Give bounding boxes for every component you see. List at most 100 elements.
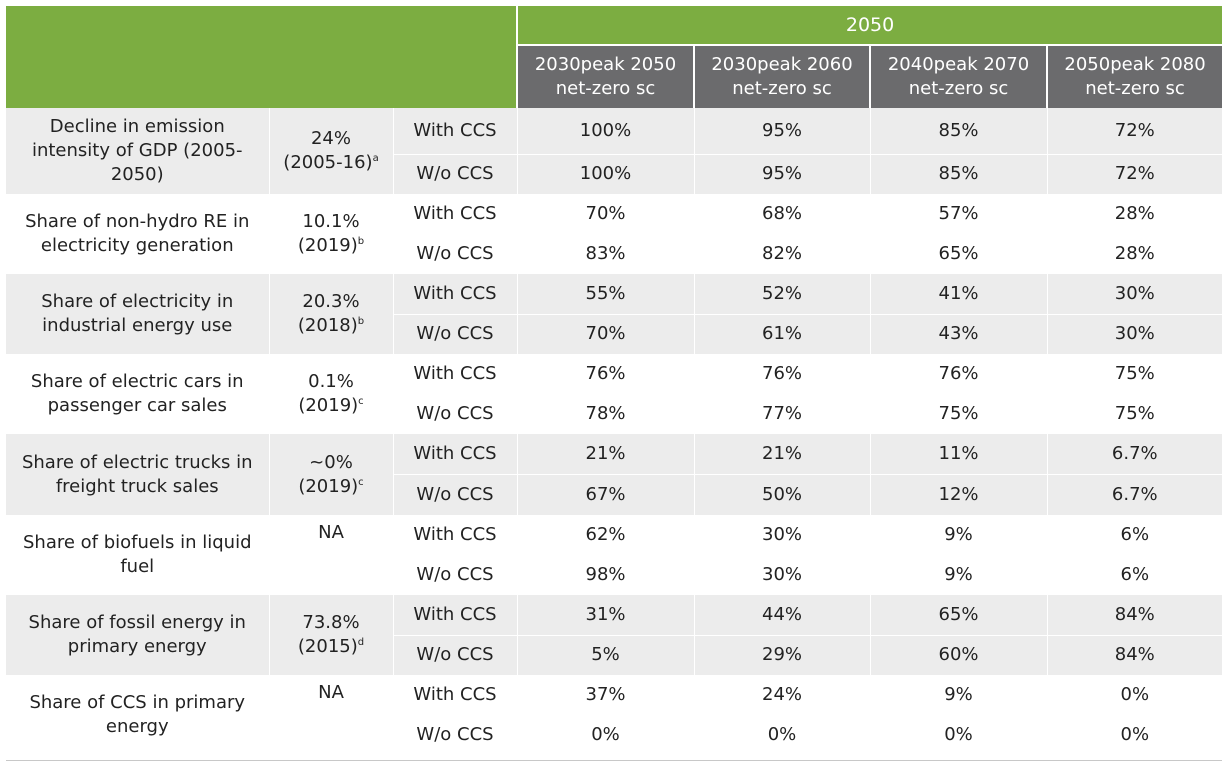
baseline-cell: 73.8% (2015)d (269, 595, 394, 675)
without-ccs-value: 29% (693, 635, 871, 675)
with-ccs-value: 65% (869, 595, 1048, 636)
without-ccs-label: W/o CCS (393, 474, 518, 515)
with-ccs-value: 11% (869, 434, 1048, 475)
baseline-cell: 10.1% (2019)b (269, 194, 394, 274)
table-row: Share of electric cars in passenger car … (6, 354, 1223, 434)
baseline-cell: NA (269, 515, 394, 595)
without-ccs-value: 100% (516, 154, 695, 194)
without-ccs-value: 0% (869, 715, 1048, 755)
with-ccs-label: With CCS (393, 194, 518, 235)
scenario-header-line2: net-zero sc (555, 78, 656, 99)
without-ccs-value: 72% (1046, 154, 1223, 194)
baseline-year: (2019) (297, 235, 358, 256)
with-ccs-value: 76% (869, 354, 1048, 395)
with-ccs-value: 75% (1046, 354, 1223, 395)
net-zero-indicators-table: 2050 2030peak 2050 net-zero sc 2030peak 2… (6, 6, 1223, 755)
with-ccs-value: 37% (516, 675, 695, 716)
with-ccs-value: 100% (516, 108, 695, 155)
without-ccs-label: W/o CCS (393, 154, 518, 194)
scenario-header-2: 2030peak 2060 net-zero sc (693, 45, 871, 108)
without-ccs-value: 9% (869, 555, 1048, 595)
table-row: W/o CCS 98% 30% 9% 6% (6, 555, 1223, 595)
table-bottom-rule (6, 760, 1222, 761)
header-row-scenarios: 2030peak 2050 net-zero sc 2030peak 2060 ne… (6, 45, 1223, 108)
with-ccs-value: 31% (516, 595, 695, 636)
footnote-marker: b (357, 316, 365, 327)
without-ccs-label: W/o CCS (393, 314, 518, 354)
without-ccs-value: 6.7% (1046, 474, 1223, 515)
with-ccs-label: With CCS (393, 595, 518, 636)
with-ccs-value: 9% (869, 515, 1048, 556)
without-ccs-value: 60% (869, 635, 1048, 675)
without-ccs-value: 0% (1046, 715, 1223, 755)
header-group-2050: 2050 (517, 6, 1223, 46)
with-ccs-value: 72% (1046, 108, 1223, 155)
indicator-cell: Decline in emission intensity of GDP (20… (6, 108, 270, 194)
without-ccs-value: 30% (1046, 314, 1223, 354)
baseline-year: (2015) (297, 636, 358, 657)
baseline-value: 20.3% (302, 291, 360, 312)
indicator-cell: Share of non-hydro RE in electricity gen… (6, 194, 270, 274)
without-ccs-label: W/o CCS (393, 635, 518, 675)
baseline-value: 10.1% (302, 211, 360, 232)
indicator-cell: Share of electricity in industrial energ… (6, 274, 270, 354)
without-ccs-value: 75% (869, 394, 1048, 434)
without-ccs-value: 12% (869, 474, 1048, 515)
without-ccs-label: W/o CCS (393, 555, 518, 595)
without-ccs-value: 70% (516, 314, 695, 354)
table-row: Share of fossil energy in primary energy… (6, 595, 1223, 675)
baseline-year: (2019) (298, 395, 359, 416)
without-ccs-label: W/o CCS (393, 394, 518, 434)
baseline-year: (2018) (297, 315, 358, 336)
baseline-value: 73.8% (302, 612, 360, 633)
scenario-header-1: 2030peak 2050 net-zero sc (516, 45, 695, 108)
without-ccs-value: 77% (693, 394, 871, 434)
with-ccs-label: With CCS (393, 354, 518, 395)
without-ccs-label: W/o CCS (393, 715, 518, 755)
with-ccs-value: 30% (1046, 274, 1223, 315)
header-row-group: 2050 (6, 6, 1223, 108)
with-ccs-value: 84% (1046, 595, 1223, 636)
scenario-header-4: 2050peak 2080 net-zero sc (1046, 45, 1223, 108)
without-ccs-value: 78% (516, 394, 695, 434)
without-ccs-value: 6% (1046, 555, 1223, 595)
indicator-cell: Share of electric trucks in freight truc… (6, 434, 270, 515)
table-row: W/o CCS 83% 82% 65% 28% (6, 234, 1223, 274)
baseline-value: 0.1% (308, 371, 354, 392)
without-ccs-value: 43% (869, 314, 1048, 354)
table-row: W/o CCS 0% 0% 0% 0% (6, 715, 1223, 755)
with-ccs-value: 85% (869, 108, 1048, 155)
footnote-marker: c (358, 396, 364, 407)
scenario-header-line1: 2030peak 2050 (534, 54, 677, 75)
with-ccs-value: 6% (1046, 515, 1223, 556)
baseline-year: (2019) (298, 475, 359, 497)
baseline-value: 24% (310, 128, 351, 149)
with-ccs-value: 6.7% (1046, 434, 1223, 475)
without-ccs-value: 82% (693, 234, 871, 274)
with-ccs-value: 68% (693, 194, 871, 235)
table-row: Share of non-hydro RE in electricity gen… (6, 194, 1223, 274)
indicator-cell: Share of CCS in primary energy (6, 675, 270, 755)
with-ccs-value: 30% (693, 515, 871, 556)
with-ccs-value: 21% (693, 434, 871, 475)
without-ccs-value: 98% (516, 555, 695, 595)
without-ccs-value: 61% (693, 314, 871, 354)
scenario-header-line2: net-zero sc (908, 78, 1009, 99)
with-ccs-value: 21% (516, 434, 695, 475)
with-ccs-value: 95% (693, 108, 871, 155)
table-row: Share of CCS in primary energy NA With CCS… (6, 675, 1223, 755)
baseline-value: NA (318, 522, 344, 543)
without-ccs-value: 0% (693, 715, 871, 755)
without-ccs-value: 0% (516, 715, 695, 755)
scenario-header-line1: 2040peak 2070 (887, 54, 1030, 75)
with-ccs-value: 70% (516, 194, 695, 235)
footnote-marker: d (357, 637, 365, 648)
baseline-value: ~0% (309, 451, 353, 473)
with-ccs-value: 76% (693, 354, 871, 395)
without-ccs-value: 28% (1046, 234, 1223, 274)
table-row: Share of electric trucks in freight truc… (6, 434, 1223, 515)
baseline-cell: 24% (2005-16)a (269, 108, 394, 194)
table-row: W/o CCS 67% 50% 12% 6.7% (6, 474, 1223, 515)
with-ccs-value: 0% (1046, 675, 1223, 716)
